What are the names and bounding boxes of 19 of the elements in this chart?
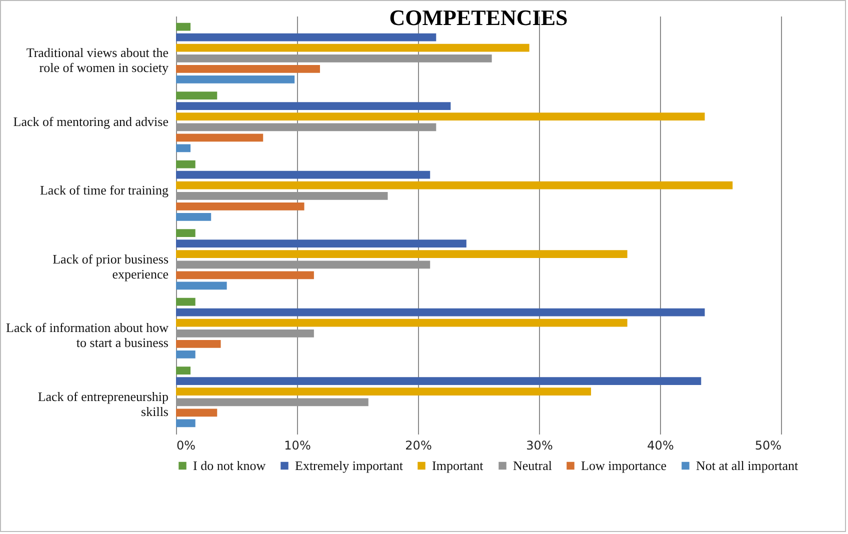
y-tick-label: Lack of mentoring and advise bbox=[13, 114, 169, 129]
y-tick-label: Lack of entrepreneurship skills bbox=[38, 388, 168, 419]
legend-label: Not at all important bbox=[696, 458, 799, 473]
legend-label: Extremely important bbox=[295, 458, 404, 473]
legend-label: Low importance bbox=[581, 458, 667, 473]
x-tick-label: 0% bbox=[176, 438, 196, 452]
y-tick-label: Lack of prior business experience bbox=[52, 251, 169, 282]
legend-label: Important bbox=[432, 458, 484, 473]
legend-label: I do not know bbox=[193, 458, 266, 473]
x-tick-label: 10% bbox=[284, 438, 311, 452]
x-tick-label: 30% bbox=[526, 438, 553, 452]
x-tick-label: 50% bbox=[754, 438, 782, 452]
y-tick-label: Lack of information about how to start a business bbox=[6, 320, 170, 350]
legend-label: Neutral bbox=[513, 458, 552, 473]
x-tick-label: 20% bbox=[405, 438, 432, 452]
y-tick-label: Lack of time for training bbox=[40, 182, 169, 198]
y-tick-label: Traditional views about the role of women in society bbox=[26, 45, 169, 76]
x-tick-label: 40% bbox=[647, 438, 674, 452]
chart-title: COMPETENCIES bbox=[389, 5, 568, 30]
